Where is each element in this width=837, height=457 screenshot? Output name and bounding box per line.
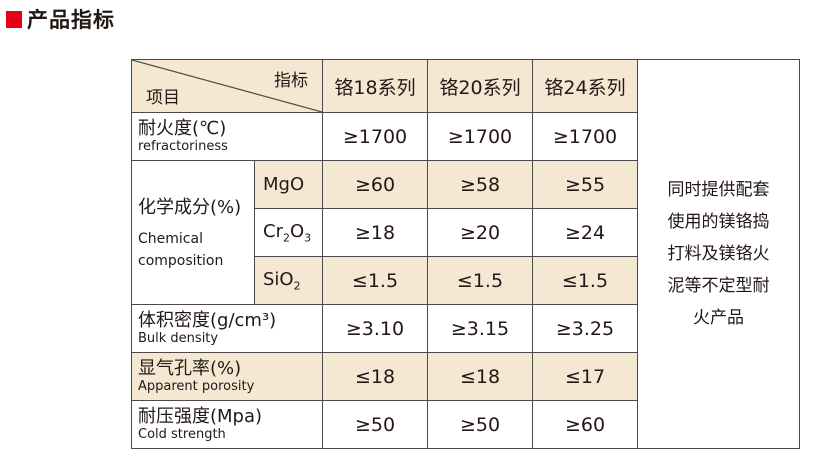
cold-strength-label: 耐压强度(Mpa) Cold strength <box>131 400 323 449</box>
chemical-en-line1: Chemical <box>138 230 203 247</box>
table-header-row: 指标 项目 铬18系列 铬20系列 铬24系列 同时提供配套 使用的镁铬捣 打料… <box>131 59 800 449</box>
table-row: 耐压强度(Mpa) Cold strength ≥50 ≥50 ≥60 <box>131 400 800 449</box>
sio2-value-18: ≤1.5 <box>322 256 428 305</box>
diagonal-header-cell: 指标 项目 <box>131 59 323 113</box>
mgo-label: MgO <box>254 160 323 209</box>
porosity-en: Apparent porosity <box>138 378 255 394</box>
mgo-value-20: ≥58 <box>427 160 533 209</box>
table-row: 显气孔率(%) Apparent porosity ≤18 ≤18 ≤17 <box>131 352 800 401</box>
note-line: 泥等不定型耐 <box>667 276 770 296</box>
bulk-density-value-20: ≥3.15 <box>427 304 533 353</box>
table-row: Cr2O3 ≥18 ≥20 ≥24 <box>132 208 800 257</box>
cr2o3-value-18: ≥18 <box>322 208 428 257</box>
section-heading: 产品指标 <box>6 4 115 34</box>
chemical-zh: 化学成分(%) <box>138 196 242 218</box>
porosity-label: 显气孔率(%) Apparent porosity <box>131 352 323 401</box>
refractoriness-zh: 耐火度(℃) <box>138 117 227 139</box>
red-square-marker-icon <box>6 10 22 28</box>
mgo-value-24: ≥55 <box>532 160 638 209</box>
table-row: 耐火度(℃) refractoriness ≥1700 ≥1700 ≥1700 <box>131 112 800 161</box>
section-title: 产品指标 <box>27 8 115 32</box>
header-series-18: 铬18系列 <box>322 59 428 113</box>
note-line: 打料及镁铬火 <box>667 244 770 264</box>
table-row: 化学成分(%) Chemical composition MgO ≥60 ≥58… <box>131 160 800 305</box>
cold-strength-zh: 耐压强度(Mpa) <box>138 405 263 427</box>
header-indicator-label: 指标 <box>274 71 308 91</box>
mgo-value-18: ≥60 <box>322 160 428 209</box>
note-line: 同时提供配套 <box>667 180 770 200</box>
cold-strength-value-20: ≥50 <box>427 400 533 449</box>
header-series-20: 铬20系列 <box>427 59 533 113</box>
table-row: SiO2 ≤1.5 ≤1.5 ≤1.5 <box>132 256 800 305</box>
refractoriness-value-18: ≥1700 <box>322 112 428 161</box>
table-row: 体积密度(g/cm³) Bulk density ≥3.10 ≥3.15 ≥3.… <box>131 304 800 353</box>
cr2o3-value-20: ≥20 <box>427 208 533 257</box>
cold-strength-en: Cold strength <box>138 426 226 442</box>
bulk-density-value-18: ≥3.10 <box>322 304 428 353</box>
product-spec-table: 指标 项目 铬18系列 铬20系列 铬24系列 同时提供配套 使用的镁铬捣 打料… <box>131 59 800 449</box>
cold-strength-value-18: ≥50 <box>322 400 428 449</box>
header-item-label: 项目 <box>146 88 180 108</box>
note-line: 使用的镁铬捣 <box>667 212 770 232</box>
cr2o3-value-24: ≥24 <box>532 208 638 257</box>
chemical-composition-label: 化学成分(%) Chemical composition <box>131 160 255 305</box>
sio2-label: SiO2 <box>254 256 323 305</box>
bulk-density-label: 体积密度(g/cm³) Bulk density <box>131 304 323 353</box>
refractoriness-value-24: ≥1700 <box>532 112 638 161</box>
refractoriness-en: refractoriness <box>138 138 228 154</box>
refractoriness-value-20: ≥1700 <box>427 112 533 161</box>
sio2-value-24: ≤1.5 <box>532 256 638 305</box>
header-series-24: 铬24系列 <box>532 59 638 113</box>
porosity-value-24: ≤17 <box>532 352 638 401</box>
sio2-value-20: ≤1.5 <box>427 256 533 305</box>
bulk-density-zh: 体积密度(g/cm³) <box>138 309 277 331</box>
chemical-en-line2: composition <box>138 252 224 269</box>
refractoriness-label: 耐火度(℃) refractoriness <box>131 112 323 161</box>
note-cell: 同时提供配套 使用的镁铬捣 打料及镁铬火 泥等不定型耐 火产品 <box>637 59 800 449</box>
bulk-density-en: Bulk density <box>138 330 219 346</box>
porosity-value-20: ≤18 <box>427 352 533 401</box>
cr2o3-label: Cr2O3 <box>254 208 323 257</box>
note-line: 火产品 <box>693 308 744 328</box>
diagonal-line <box>132 60 322 112</box>
bulk-density-value-24: ≥3.25 <box>532 304 638 353</box>
cold-strength-value-24: ≥60 <box>532 400 638 449</box>
porosity-value-18: ≤18 <box>322 352 428 401</box>
porosity-zh: 显气孔率(%) <box>138 357 242 379</box>
